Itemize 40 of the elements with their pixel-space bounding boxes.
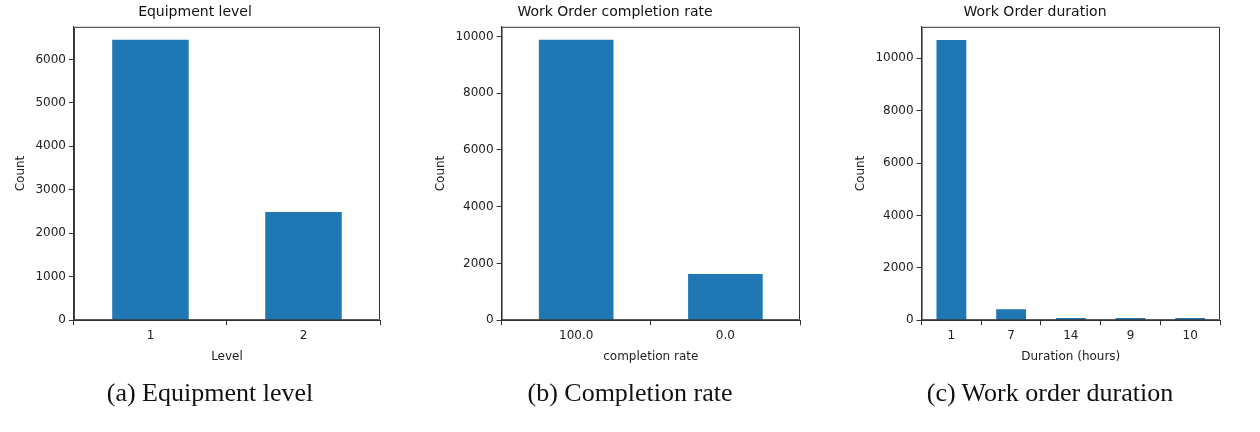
x-tick-label: 1 [947, 327, 956, 342]
x-tick-label: 2 [299, 327, 308, 342]
text: (c) Work order duration [925, 378, 1175, 408]
y-axis-title: Count [13, 155, 28, 192]
x-axis-title: Level [211, 348, 243, 363]
x-tick-label: 7 [1007, 327, 1015, 342]
x-tick-label: 14 [1063, 327, 1079, 342]
y-tick-label: 0 [905, 312, 914, 327]
x-tick-label: 10 [1182, 327, 1198, 342]
y-tick-label: 6000 [463, 142, 494, 157]
y-tick-label: 4000 [463, 198, 494, 213]
y-tick-label: 6000 [883, 155, 914, 170]
y-tick-label: 10000 [455, 28, 494, 43]
y-tick-label: 8000 [463, 85, 494, 100]
y-tick-label: 10000 [875, 50, 914, 65]
y-tick-label: 8000 [883, 102, 914, 117]
x-tick-label: 100.0 [559, 327, 594, 342]
y-tick-label: 0 [485, 312, 494, 327]
y-tick-label: 4000 [883, 207, 914, 222]
text: (a) Equipment level [105, 378, 315, 408]
x-tick-label: 9 [1126, 327, 1135, 342]
x-axis-title: completion rate [603, 348, 699, 363]
y-tick-label: 2000 [35, 225, 66, 240]
chart-title: Equipment level [138, 3, 252, 20]
y-tick-label: 5000 [35, 94, 66, 109]
y-axis-title: Count [853, 155, 868, 192]
y-tick-label: 0 [58, 312, 66, 327]
chart-title: Work Order duration [963, 3, 1107, 20]
y-tick-label: 3000 [35, 181, 66, 196]
x-tick-label: 0.0 [715, 327, 735, 342]
y-tick-label: 1000 [35, 268, 66, 283]
chart-title: Work Order completion rate [517, 3, 713, 20]
text: (b) Completion rate [526, 378, 734, 408]
y-axis-title: Count [433, 155, 448, 192]
x-tick-label: 1 [146, 327, 155, 342]
y-tick-label: 4000 [35, 138, 66, 153]
y-tick-label: 6000 [35, 51, 66, 66]
y-tick-label: 2000 [463, 255, 494, 270]
y-tick-label: 2000 [883, 259, 914, 274]
x-axis-title: Duration (hours) [1021, 348, 1121, 363]
